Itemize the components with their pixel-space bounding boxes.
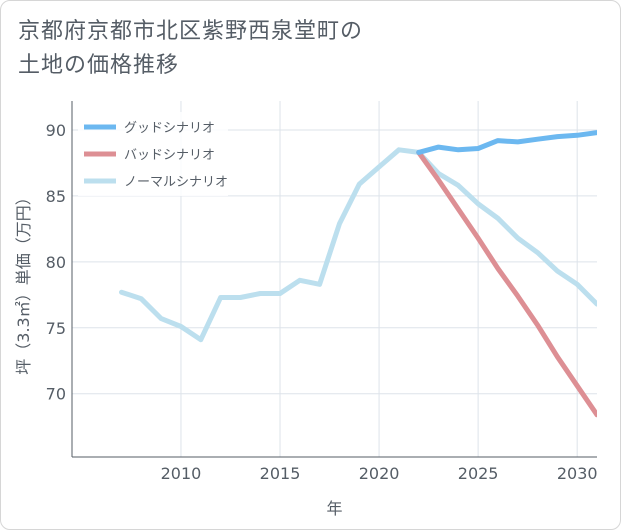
grid	[72, 101, 597, 457]
series-line-good	[416, 130, 597, 155]
axis-ticks: 2010 2015 2020 2025 2030 70 75 80 85 90	[46, 121, 598, 483]
plot-area	[71, 101, 597, 458]
x-tick-label-2010: 2010	[161, 464, 202, 483]
x-tick-label-2020: 2020	[359, 464, 400, 483]
chart-title-line-1: 京都府京都市北区紫野西泉堂町の	[18, 19, 364, 44]
legend-label-good: グッドシナリオ	[124, 121, 215, 136]
y-tick-label-70: 70	[46, 385, 66, 404]
y-tick-label-80: 80	[46, 253, 66, 272]
y-tick-label-90: 90	[46, 121, 66, 140]
y-tick-label-75: 75	[46, 319, 66, 338]
x-tick-label-2025: 2025	[458, 464, 499, 483]
y-axis-label: 坪（3.3㎡）単価（万円）	[14, 189, 33, 374]
y-tick-label-85: 85	[46, 187, 66, 206]
legend-label-bad: バッドシナリオ	[124, 148, 215, 163]
chart-title-line-2: 土地の価格推移	[18, 53, 180, 78]
series-line-normal	[119, 147, 597, 343]
x-tick-label-2015: 2015	[260, 464, 301, 483]
series-line-bad	[416, 149, 597, 418]
series-lines	[119, 130, 597, 418]
chart-title: 京都府京都市北区紫野西泉堂町の 土地の価格推移	[18, 15, 363, 83]
legend-label-normal: ノーマルシナリオ	[124, 175, 228, 190]
x-tick-label-2030: 2030	[557, 464, 598, 483]
x-axis-label: 年	[326, 499, 342, 518]
